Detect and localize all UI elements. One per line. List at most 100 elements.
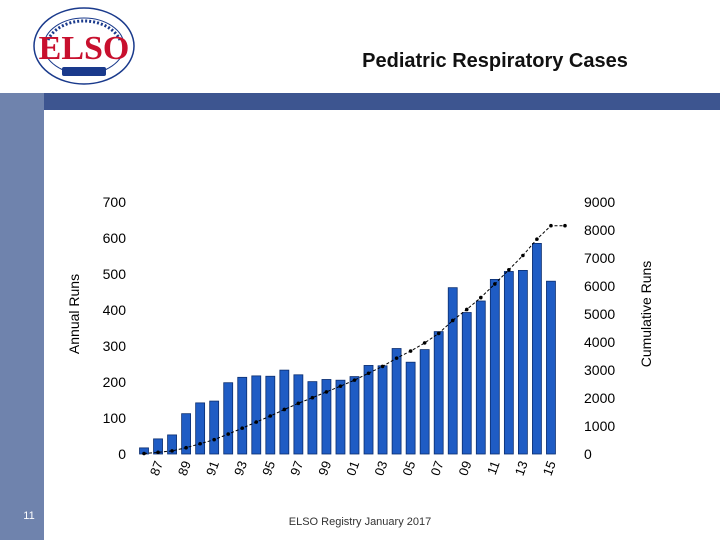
x-tick-label: 01	[343, 459, 362, 478]
cumulative-point-08	[450, 318, 455, 323]
y-tick-label: 500	[103, 266, 127, 282]
side-strip	[0, 93, 44, 540]
bar-01	[349, 376, 360, 455]
cumulative-point-90	[198, 441, 202, 446]
y2-tick-label: 7000	[584, 250, 615, 266]
cumulative-point-87	[156, 450, 160, 455]
x-tick-label: 99	[315, 459, 334, 478]
cumulative-point-03	[380, 364, 385, 369]
bar-09	[461, 312, 472, 455]
cumulative-point-89	[184, 445, 188, 450]
bar-89	[181, 413, 192, 455]
slide-title: Pediatric Respiratory Cases	[362, 50, 628, 72]
cumulative-point-99	[324, 390, 329, 394]
y-tick-label: 600	[103, 230, 127, 246]
y2-tick-label: 4000	[584, 334, 615, 350]
bar-12	[503, 271, 514, 455]
bar-15	[546, 280, 556, 455]
bar-06	[419, 349, 430, 455]
cumulative-point-97	[296, 401, 301, 406]
cumulative-point-16	[563, 223, 567, 228]
cumulative-point-95	[268, 414, 273, 418]
cumulative-point-94	[254, 420, 259, 424]
header-band	[0, 93, 720, 110]
logo-letters: ELSO	[39, 30, 130, 67]
y2-tick-label: 8000	[584, 222, 615, 238]
x-tick-label: 97	[287, 459, 306, 478]
cumulative-point-00	[338, 384, 343, 388]
cumulative-point-05	[408, 349, 413, 353]
y-tick-label: 700	[103, 194, 127, 210]
bar-07	[433, 331, 444, 455]
cumulative-point-04	[394, 356, 399, 360]
y-tick-label: 400	[103, 302, 127, 318]
bar-99	[321, 379, 332, 455]
bar-90	[195, 402, 206, 455]
x-tick-label: 05	[399, 459, 418, 478]
x-tick-label: 89	[175, 459, 194, 478]
y2-tick-label: 9000	[584, 194, 615, 210]
x-tick-label: 91	[203, 459, 222, 478]
y2-axis-label: Cumulative Runs	[638, 261, 654, 368]
x-tick-label: 07	[427, 459, 446, 478]
cumulative-point-02	[366, 371, 371, 376]
y2-tick-label: 1000	[584, 418, 615, 434]
cumulative-point-14	[535, 237, 539, 241]
bar-05	[405, 361, 416, 455]
cumulative-point-96	[282, 407, 287, 412]
cumulative-point-93	[240, 426, 245, 430]
cumulative-point-01	[352, 378, 357, 382]
bar-04	[391, 348, 402, 455]
page-number: 11	[23, 510, 35, 522]
y2-tick-label: 3000	[584, 362, 615, 378]
x-tick-label: 95	[259, 459, 278, 478]
cumulative-point-11	[493, 282, 497, 286]
cumulative-point-92	[226, 432, 231, 436]
bar-10	[475, 300, 486, 455]
y2-tick-label: 5000	[584, 306, 615, 322]
footer-text: ELSO Registry January 2017	[288, 516, 432, 528]
y-tick-label: 100	[103, 410, 127, 426]
bar-97	[293, 374, 304, 455]
bar-98	[307, 381, 318, 455]
bar-14	[532, 242, 542, 455]
cumulative-point-98	[310, 395, 315, 400]
bar-88	[167, 434, 177, 455]
cumulative-point-07	[436, 331, 441, 336]
cumulative-point-91	[212, 437, 216, 442]
bar-92	[223, 382, 234, 455]
cumulative-point-09	[464, 307, 469, 312]
bar-08	[447, 287, 458, 455]
cumulative-point-06	[422, 341, 427, 345]
x-tick-label: 87	[147, 459, 166, 478]
logo-year-banner	[62, 67, 106, 76]
x-tick-label: 13	[512, 459, 531, 478]
x-tick-label: 93	[231, 459, 250, 478]
x-tick-label: 11	[484, 459, 503, 477]
y2-tick-label: 0	[584, 446, 592, 462]
x-tick-label: 15	[540, 459, 559, 478]
y2-tick-label: 6000	[584, 278, 615, 294]
elso-logo: ELSO	[33, 7, 135, 85]
cumulative-point-12	[507, 267, 511, 272]
cumulative-point-88	[170, 449, 174, 453]
y-tick-label: 300	[103, 338, 127, 354]
bar-00	[335, 379, 346, 455]
y-tick-label: 200	[103, 374, 127, 390]
cumulative-point-15	[549, 223, 553, 228]
bar-03	[377, 365, 388, 455]
x-tick-label: 09	[456, 459, 475, 478]
y-axis-label: Annual Runs	[66, 274, 82, 354]
bar-91	[209, 400, 220, 455]
bar-96	[279, 369, 290, 455]
bar-93	[237, 376, 248, 455]
cumulative-point-86	[142, 451, 146, 456]
bar-11	[489, 278, 500, 455]
cumulative-point-10	[478, 295, 483, 300]
bar-13	[517, 269, 528, 455]
x-tick-label: 03	[371, 459, 390, 478]
cumulative-point-13	[521, 253, 525, 258]
bar-02	[363, 365, 374, 455]
y-tick-label: 0	[118, 446, 126, 462]
